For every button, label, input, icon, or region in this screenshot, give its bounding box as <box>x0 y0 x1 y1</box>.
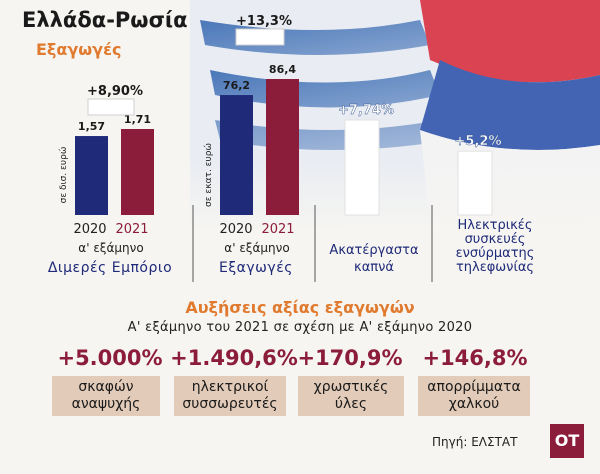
bar <box>457 150 493 216</box>
bar <box>75 136 108 215</box>
increase-label: σκαφών αναψυχής <box>52 376 160 416</box>
page-title: Ελλάδα-Ρωσία <box>22 8 188 32</box>
data-label: +7,74% <box>338 103 394 118</box>
increase-value: +1.490,6% <box>170 346 298 370</box>
period-label: α' εξάμηνο <box>78 241 144 255</box>
group-title: Εξαγωγές <box>219 260 293 276</box>
group-title-line: καπνά <box>354 260 394 275</box>
page-subtitle: Εξαγωγές <box>36 40 122 59</box>
increase-label-line: απορρίμματα <box>427 379 521 395</box>
year-label: 2020 <box>73 222 107 237</box>
increase-label-line: ηλεκτρικοί <box>191 379 269 395</box>
change-label: +13,3% <box>236 14 292 29</box>
data-label: 86,4 <box>269 63 296 76</box>
increase-label: ηλεκτρικοί συσσωρευτές <box>174 376 286 416</box>
increase-label-line: χρωστικές <box>313 379 389 395</box>
period-label: α' εξάμηνο <box>224 241 290 255</box>
group-title-line: συσκευές <box>464 232 526 247</box>
increase-label: απορρίμματα χαλκού <box>418 376 530 416</box>
increase-value: +5.000% <box>57 346 163 370</box>
increase-label: χρωστικές ύλες <box>298 376 404 416</box>
unit-label: σε εκατ. ευρώ <box>203 143 214 207</box>
increase-label-line: χαλκού <box>448 396 500 412</box>
data-label: 1,71 <box>124 113 151 126</box>
increase-value: +146,8% <box>422 346 528 370</box>
increase-label-line: ύλες <box>334 396 368 412</box>
source-note: Πηγή: ΕΛΣΤΑΤ <box>432 435 518 449</box>
unit-label: σε δισ. ευρώ <box>58 147 69 204</box>
group-title: Διμερές Εμπόριο <box>47 260 173 276</box>
bar <box>220 95 253 215</box>
data-label: 1,57 <box>78 120 105 133</box>
group-title-line: ενσύρματης <box>455 246 535 261</box>
data-label: +5,2% <box>455 134 502 149</box>
bar <box>344 119 380 216</box>
change-label: +8,90% <box>87 84 143 99</box>
change-badge <box>87 98 135 116</box>
year-label: 2021 <box>261 222 295 237</box>
increases-title: Αυξήσεις αξίας εξαγωγών <box>185 298 415 317</box>
increase-label-line: σκαφών <box>78 379 134 395</box>
bar <box>121 129 154 215</box>
change-badge <box>235 28 285 46</box>
increase-label-line: αναψυχής <box>71 396 141 412</box>
data-label: 76,2 <box>223 79 250 92</box>
group-title-line: Ηλεκτρικές <box>457 218 533 233</box>
increases-subtitle: Α' εξάμηνο του 2021 σε σχέση με Α' εξάμη… <box>127 320 473 335</box>
increase-label-line: συσσωρευτές <box>182 396 278 412</box>
group-title-line: τηλεφωνίας <box>455 260 535 275</box>
brand-logo: OT <box>550 424 584 458</box>
increase-value: +170,9% <box>297 346 403 370</box>
year-label: 2020 <box>219 222 253 237</box>
bar <box>266 79 299 215</box>
group-title-line: Ακατέργαστα <box>329 243 419 258</box>
year-label: 2021 <box>115 222 149 237</box>
